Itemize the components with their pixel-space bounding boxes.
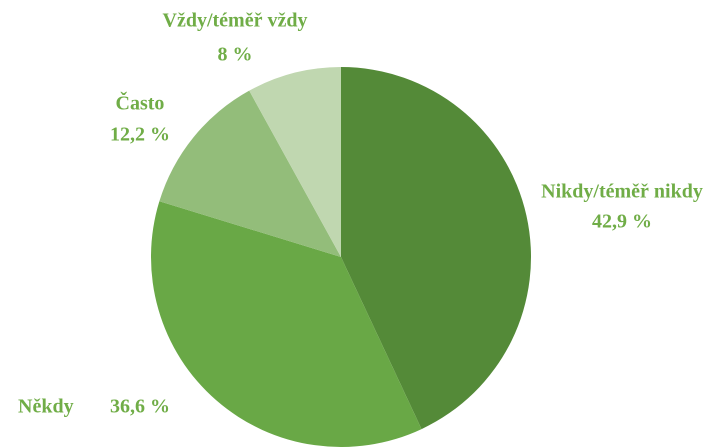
pie-slice [151,201,422,447]
value-label: 42,9 % [592,211,652,233]
slice-label: Někdy [18,396,74,418]
value-label: 8 % [218,44,253,66]
pie-slice [341,67,532,430]
slice-label: Nikdy/téměř nikdy [541,181,703,203]
value-label: 12,2 % [110,124,170,146]
value-label: 36,6 % [110,396,170,418]
pie-slice [249,67,341,257]
slice-label: Často [116,91,165,115]
slice-label: Vždy/téměř vždy [163,10,308,32]
pie-slice [159,90,341,257]
